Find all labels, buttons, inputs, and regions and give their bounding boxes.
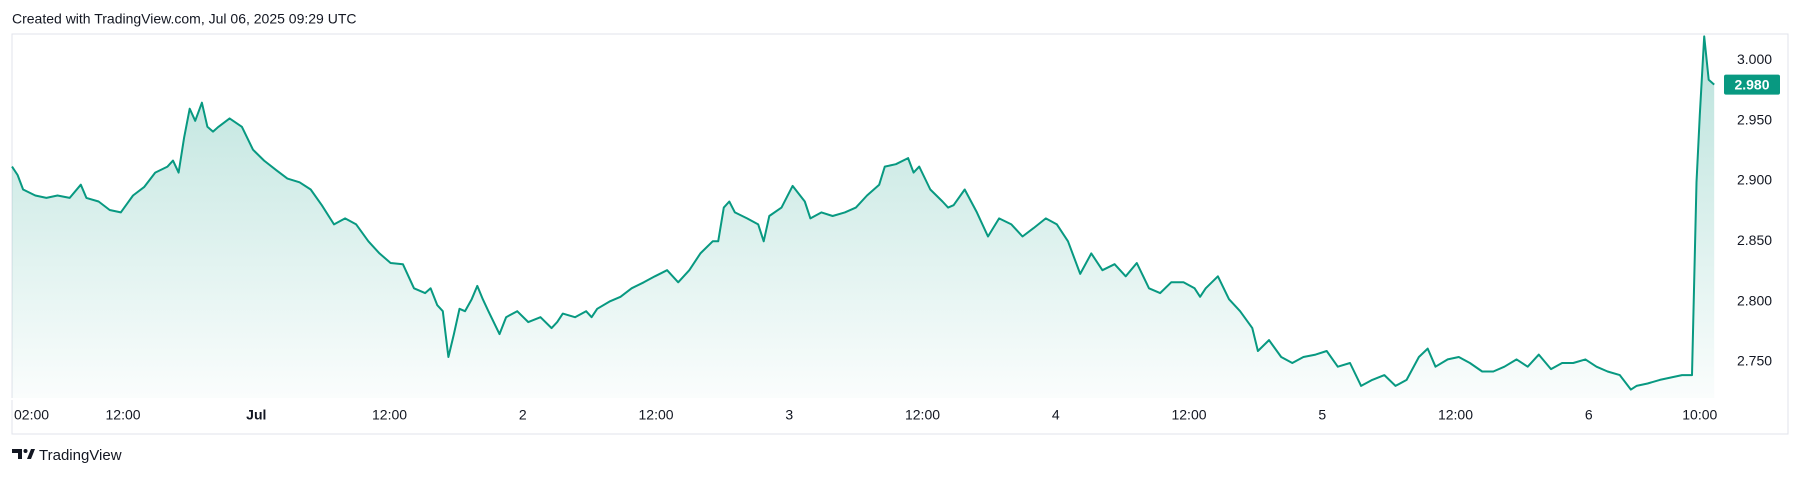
- area-fill: [12, 36, 1715, 399]
- x-tick-label: 12:00: [1438, 407, 1473, 423]
- price-line: [11, 35, 1715, 391]
- y-tick-label: 2.850: [1737, 232, 1772, 248]
- x-tick-label: 12:00: [106, 407, 141, 423]
- last-price-box: [1724, 74, 1780, 95]
- x-tick-label: 5: [1318, 407, 1326, 423]
- x-tick-label: 10:00: [1682, 407, 1717, 423]
- x-tick-label: 12:00: [372, 407, 407, 423]
- header-text: Created with TradingView.com, Jul 06, 20…: [12, 11, 356, 27]
- footer-brand: TradingView: [39, 447, 122, 464]
- x-tick-label: 6: [1585, 407, 1593, 423]
- y-tick-label: 3.000: [1737, 51, 1772, 67]
- y-tick-label: 2.950: [1737, 111, 1772, 127]
- x-tick-label: 3: [785, 407, 793, 423]
- last-price-label: 2.980: [1734, 76, 1769, 92]
- x-tick-label: 02:00: [14, 407, 49, 423]
- y-tick-label: 2.750: [1737, 353, 1772, 369]
- x-tick-label: 12:00: [1171, 407, 1206, 423]
- x-tick-label: 12:00: [639, 407, 674, 423]
- x-tick-label: 2: [519, 407, 527, 423]
- tradingview-logo: [12, 449, 35, 459]
- x-tick-label: 12:00: [905, 407, 940, 423]
- y-tick-label: 2.900: [1737, 172, 1772, 188]
- y-tick-label: 2.800: [1737, 292, 1772, 308]
- x-tick-label: Jul: [246, 407, 266, 423]
- x-tick-label: 4: [1052, 407, 1060, 423]
